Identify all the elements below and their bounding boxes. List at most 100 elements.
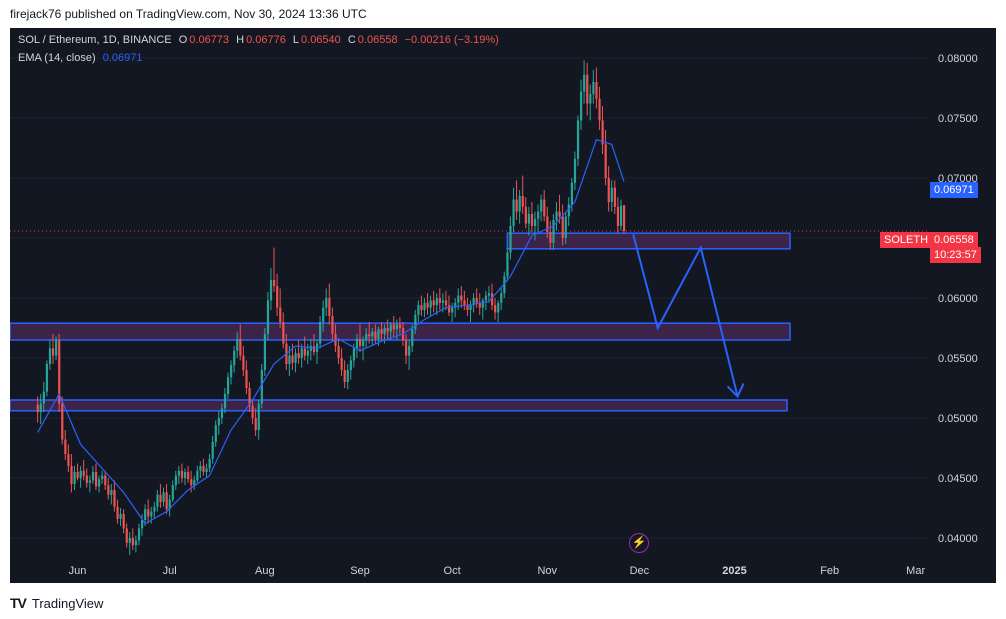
candle-body (604, 144, 607, 178)
candle-body (576, 120, 580, 159)
candle-body (549, 232, 552, 243)
candle-body (297, 353, 300, 358)
candle-body (159, 494, 162, 502)
candles (36, 60, 626, 555)
candle-body (331, 316, 334, 334)
resistance-zone-upper (506, 232, 791, 250)
candle-body (481, 300, 484, 308)
candle-body (61, 403, 64, 440)
y-tick-label: 0.06000 (938, 293, 978, 305)
candle-body (196, 470, 199, 481)
candle-body (116, 506, 119, 519)
close-label: C (347, 34, 356, 46)
candle-body (506, 252, 509, 277)
candle-body (220, 408, 224, 418)
candle-body (180, 470, 184, 478)
candle-body (346, 370, 349, 382)
candle-body (137, 528, 141, 541)
x-tick-label: Mar (906, 565, 925, 577)
candle-body (494, 305, 497, 313)
candle-body (239, 338, 242, 356)
candle-body (573, 158, 577, 183)
candle-body (448, 305, 451, 313)
candle-body (435, 298, 438, 306)
footer: TV TradingView (10, 595, 103, 611)
open-label: O (178, 34, 188, 46)
candle-body (294, 353, 297, 363)
candle-body (233, 350, 236, 366)
x-tick-label: Feb (820, 565, 839, 577)
candle-body (88, 480, 92, 483)
candle-body (340, 358, 343, 370)
price-axis: 0.040000.045000.050000.055000.060000.065… (938, 53, 978, 545)
brand-label: TradingView (31, 595, 104, 611)
x-tick-label: Jul (163, 565, 177, 577)
candle-body (601, 120, 604, 145)
candle-body (595, 82, 598, 99)
candle-body (291, 355, 294, 363)
candle-body (273, 280, 276, 286)
candle-body (454, 302, 457, 308)
candle-body (408, 346, 411, 356)
candle-body (500, 293, 503, 303)
candle-body (515, 199, 518, 212)
high-label: H (236, 34, 245, 46)
symbol-price-tag: SOLETH (880, 232, 933, 248)
candle-body (82, 470, 85, 476)
time-axis: Jun Jul Aug Sep Oct Nov Dec 2025 Feb Mar (69, 565, 926, 577)
x-tick-label: 2025 (722, 565, 746, 577)
candle-body (490, 293, 494, 306)
chart-frame[interactable]: 0.04000 0.04500 0.05000 0.05500 0.06000 0.065… (10, 28, 996, 583)
candle-body (438, 298, 441, 303)
candle-body (365, 334, 368, 340)
candle-body (349, 360, 352, 370)
candle-body (352, 348, 356, 361)
candle-body (592, 82, 595, 94)
candle-body (70, 466, 73, 484)
candle-body (414, 314, 417, 330)
candlestick-chart[interactable]: 0.04000 0.04500 0.05000 0.05500 0.06000 0.065… (10, 28, 996, 583)
ema-label: EMA (14, close) (18, 52, 96, 64)
candle-body (328, 298, 331, 316)
x-tick-label: Nov (537, 565, 557, 577)
candle-body (405, 340, 408, 356)
y-tick-label: 0.05000 (938, 413, 978, 425)
ohlc-legend: SOL / Ethereum, 1D, BINANCE O 0.06773 H 0.… (18, 34, 499, 46)
candle-body (530, 214, 534, 226)
high-value: 0.06776 (246, 34, 286, 46)
x-tick-label: Oct (444, 565, 461, 577)
candle-body (368, 334, 371, 337)
candle-body (377, 329, 380, 339)
candle-body (76, 472, 79, 478)
candle-body (586, 74, 589, 104)
open-value: 0.06773 (189, 34, 230, 46)
y-tick-label: 0.07500 (938, 113, 978, 125)
candle-body (374, 331, 377, 339)
candle-body (263, 334, 267, 370)
candle-body (205, 468, 208, 472)
candle-body (119, 514, 122, 519)
candle-body (451, 307, 454, 313)
x-tick-label: Jun (69, 565, 87, 577)
candle-body (94, 472, 98, 487)
candle-body (282, 322, 285, 344)
candle-body (537, 211, 540, 219)
candle-body (420, 305, 423, 310)
candle-body (257, 403, 260, 430)
candle-body (487, 293, 491, 296)
candle-body (567, 204, 570, 217)
candle-body (580, 91, 583, 121)
candle-body (389, 324, 392, 332)
candle-body (113, 490, 116, 507)
candle-body (288, 355, 291, 364)
candle-body (543, 199, 546, 217)
candle-body (457, 295, 460, 303)
candle-body (395, 324, 399, 330)
candle-body (423, 302, 426, 310)
candle-body (475, 298, 478, 303)
candle-body (36, 404, 39, 412)
candle-body (107, 485, 110, 495)
candle-body (426, 302, 429, 308)
lightning-event-icon[interactable]: ⚡ (629, 533, 649, 553)
ema-legend: EMA (14, close) 0.06971 (18, 52, 142, 64)
